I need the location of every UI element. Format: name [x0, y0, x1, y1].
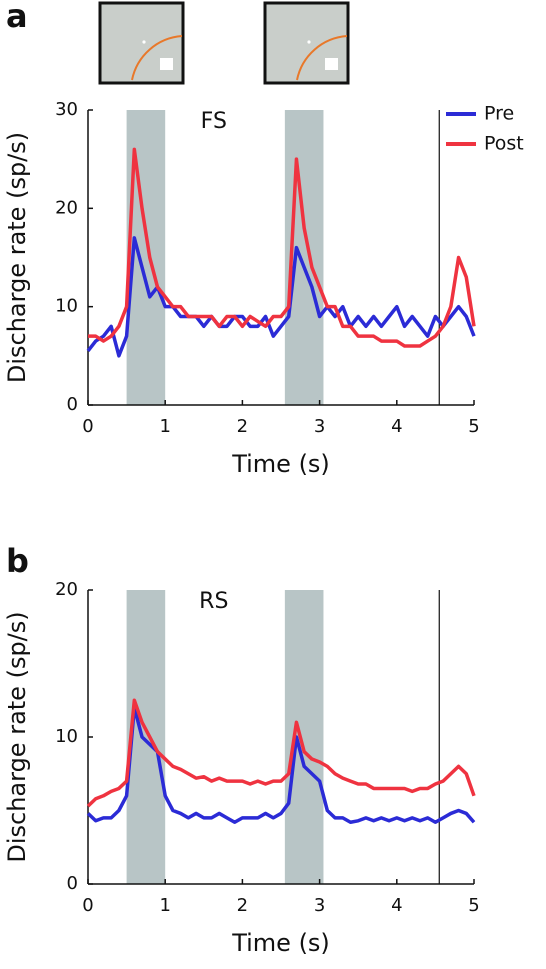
x-tick-label: 1 — [159, 416, 170, 437]
plot-title: FS — [201, 109, 227, 134]
x-axis-label: Time (s) — [231, 929, 330, 957]
y-tick-label: 10 — [55, 726, 78, 747]
panel-label: a — [6, 0, 28, 35]
x-tick-label: 2 — [237, 416, 248, 437]
legend-label: Post — [484, 133, 524, 155]
y-tick-label: 0 — [67, 873, 78, 894]
x-tick-label: 3 — [314, 416, 325, 437]
y-tick-label: 0 — [67, 394, 78, 415]
x-tick-label: 2 — [237, 895, 248, 916]
inset-icon — [263, 1, 350, 85]
legend-label: Pre — [484, 103, 514, 125]
y-axis-label: Discharge rate (sp/s) — [3, 611, 31, 862]
stimulus-shade — [284, 590, 324, 884]
y-tick-label: 20 — [55, 579, 78, 600]
data-line — [86, 236, 476, 358]
plot-title: RS — [199, 589, 228, 614]
data-line — [86, 698, 476, 808]
x-tick-label: 0 — [82, 416, 93, 437]
data-line — [88, 147, 476, 348]
y-axis-label: Discharge rate (sp/s) — [3, 132, 31, 383]
x-tick-label: 4 — [391, 895, 402, 916]
panel-label: b — [6, 542, 29, 580]
y-tick-label: 10 — [55, 296, 78, 317]
y-tick-label: 20 — [55, 197, 78, 218]
x-tick-label: 1 — [159, 895, 170, 916]
y-tick-label: 30 — [55, 99, 78, 120]
x-tick-label: 0 — [82, 895, 93, 916]
x-tick-label: 4 — [391, 416, 402, 437]
x-tick-label: 3 — [314, 895, 325, 916]
x-axis-label: Time (s) — [231, 450, 330, 478]
x-tick-label: 5 — [468, 416, 479, 437]
data-line — [86, 705, 476, 825]
x-tick-label: 5 — [468, 895, 479, 916]
inset-icon — [98, 1, 185, 85]
